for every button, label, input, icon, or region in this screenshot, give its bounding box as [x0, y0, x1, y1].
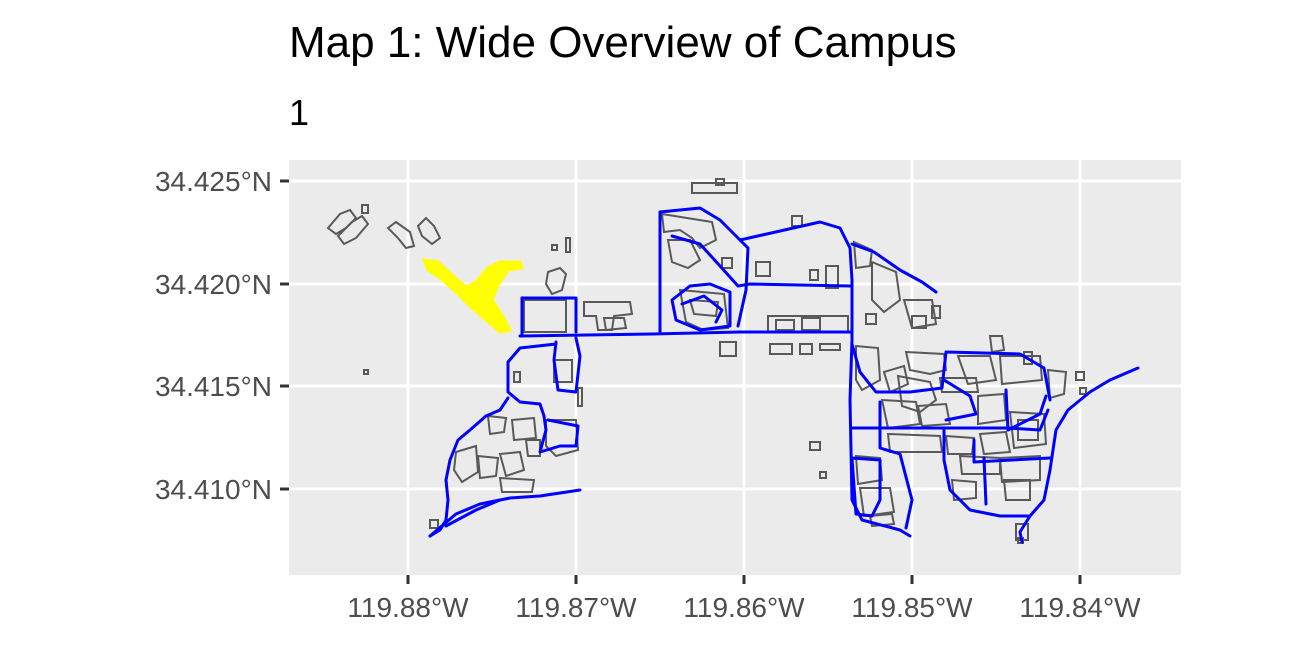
building — [1075, 371, 1085, 381]
y-tick-label: 34.425°N — [155, 166, 272, 197]
building — [691, 182, 738, 194]
building — [809, 441, 821, 451]
path — [736, 238, 750, 328]
building — [551, 244, 558, 251]
path — [972, 438, 1052, 464]
x-tick-label: 119.86°W — [683, 592, 805, 623]
path — [670, 234, 852, 288]
axis-ticks — [280, 179, 1082, 584]
building — [882, 364, 910, 394]
building — [911, 315, 927, 329]
y-tick-label: 34.410°N — [155, 474, 272, 505]
path — [1018, 514, 1032, 544]
building — [956, 355, 998, 386]
x-tick-label: 119.87°W — [515, 592, 637, 623]
building — [416, 216, 442, 246]
building — [565, 237, 571, 253]
building — [452, 444, 480, 484]
building — [958, 454, 1001, 475]
building — [719, 341, 737, 357]
path — [670, 282, 732, 332]
building — [715, 178, 725, 186]
building — [1008, 410, 1048, 450]
path — [850, 342, 1052, 402]
building — [775, 319, 795, 331]
grid-lines — [289, 160, 1181, 575]
building — [498, 476, 536, 493]
path — [878, 400, 914, 530]
building — [721, 257, 733, 269]
building — [852, 240, 874, 270]
building — [886, 432, 944, 453]
building — [386, 220, 416, 250]
building — [429, 519, 439, 529]
building — [871, 260, 902, 314]
path — [942, 366, 1140, 518]
building — [809, 269, 819, 281]
building — [363, 369, 369, 375]
building — [476, 454, 500, 480]
building — [1023, 351, 1033, 365]
map-panel — [289, 160, 1181, 575]
y-tick-label: 34.420°N — [155, 269, 272, 300]
building — [819, 343, 841, 351]
x-tick-label: 119.84°W — [1019, 592, 1141, 623]
building — [998, 454, 1041, 484]
building — [854, 454, 884, 486]
building — [988, 335, 1006, 354]
path — [850, 456, 882, 518]
building — [799, 343, 813, 355]
building — [931, 305, 941, 319]
path — [942, 378, 978, 422]
y-tick-label: 34.415°N — [155, 371, 272, 402]
path — [552, 336, 582, 394]
building — [544, 266, 568, 296]
building — [602, 317, 628, 332]
building — [486, 414, 508, 436]
building — [513, 371, 521, 383]
building — [825, 265, 839, 289]
building — [361, 204, 369, 214]
highlight-area — [421, 258, 524, 334]
building — [902, 299, 938, 330]
building — [524, 439, 541, 457]
x-tick-label: 119.88°W — [347, 592, 469, 623]
building — [336, 214, 370, 246]
building — [904, 350, 948, 376]
path — [1004, 388, 1048, 432]
path — [850, 242, 938, 294]
building — [755, 261, 771, 277]
building — [819, 471, 827, 479]
path — [444, 498, 502, 528]
path — [520, 296, 578, 334]
building — [944, 434, 976, 455]
building — [880, 398, 922, 430]
building — [545, 419, 580, 458]
map-title: Map 1: Wide Overview of Campus — [289, 18, 957, 67]
path — [518, 330, 852, 338]
building — [801, 317, 821, 331]
building — [998, 355, 1044, 386]
path — [850, 408, 1050, 432]
building — [916, 402, 952, 428]
path — [506, 342, 580, 454]
building — [978, 430, 1012, 456]
paths-layer — [428, 206, 1140, 544]
building — [510, 416, 538, 442]
building — [865, 313, 877, 325]
map-subtitle: 1 — [289, 92, 310, 133]
x-tick-label: 119.85°W — [851, 592, 973, 623]
path — [982, 456, 988, 506]
building — [769, 343, 793, 355]
path — [680, 294, 724, 324]
building — [1002, 479, 1031, 501]
building — [498, 450, 526, 478]
path — [658, 206, 912, 538]
building — [523, 299, 567, 333]
building — [577, 387, 583, 407]
building — [326, 208, 358, 236]
building — [1079, 387, 1087, 395]
